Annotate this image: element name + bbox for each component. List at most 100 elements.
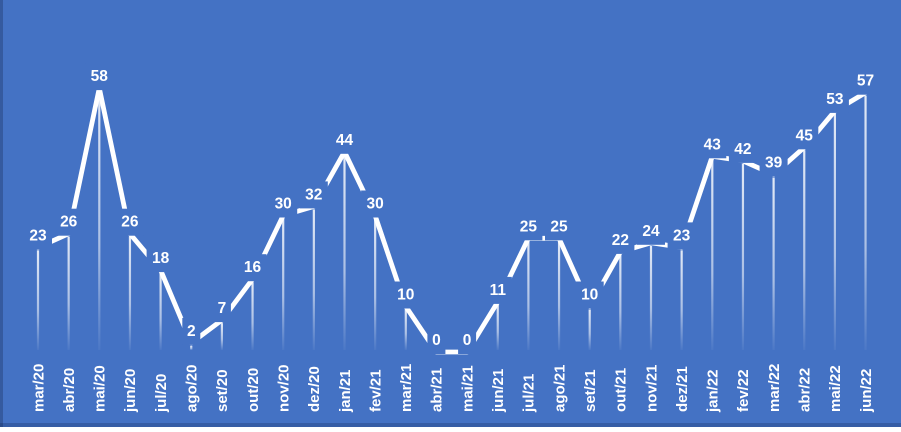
data-label-mask <box>514 213 543 241</box>
x-axis-label: mai/21 <box>459 365 476 412</box>
data-label: 57 <box>857 73 874 90</box>
drop-line <box>98 91 101 350</box>
data-label-mask <box>85 63 114 91</box>
x-axis-label: jan/22 <box>705 369 722 413</box>
x-axis-label: mai/20 <box>92 365 109 412</box>
data-label: 45 <box>796 127 814 144</box>
drop-line <box>588 309 591 350</box>
drop-line <box>36 250 40 350</box>
data-label: 44 <box>336 132 354 149</box>
drop-line <box>803 150 806 350</box>
data-label-mask <box>115 208 144 236</box>
x-axis-label: abr/20 <box>61 368 78 412</box>
drop-line <box>251 282 254 350</box>
x-axis-label: jun/22 <box>858 369 875 413</box>
drop-line <box>343 154 346 350</box>
drop-line <box>711 159 714 350</box>
data-label-mask <box>606 226 635 254</box>
data-label: 42 <box>734 141 751 158</box>
drop-line <box>312 209 315 350</box>
x-axis-label: nov/20 <box>275 364 292 412</box>
data-label-mask <box>759 149 788 177</box>
data-label: 2 <box>187 323 196 340</box>
data-label-mask <box>24 222 52 250</box>
x-axis-label: mar/22 <box>766 364 783 412</box>
drop-line <box>557 241 561 350</box>
data-label-mask <box>458 327 477 354</box>
data-label: 7 <box>218 300 227 317</box>
x-axis-label: fev/21 <box>367 369 384 412</box>
x-axis-label: mai/22 <box>827 365 844 412</box>
x-axis-label: out/20 <box>245 368 262 412</box>
drop-line <box>128 236 132 350</box>
data-label-mask <box>545 213 573 241</box>
drop-line <box>282 218 285 350</box>
drop-line <box>404 309 407 350</box>
data-label-mask <box>698 131 727 159</box>
data-label: 11 <box>490 282 507 299</box>
data-label-mask <box>54 208 83 236</box>
x-axis-label: ago/20 <box>184 364 201 412</box>
data-label: 23 <box>29 227 47 244</box>
data-label: 0 <box>463 332 472 349</box>
x-axis-label: out/21 <box>613 368 630 412</box>
data-label-mask <box>212 295 231 323</box>
drop-line <box>159 273 162 350</box>
drop-line <box>67 236 70 350</box>
data-label-mask <box>728 135 757 163</box>
data-label: 10 <box>581 287 598 304</box>
data-label-mask <box>146 245 175 273</box>
data-label: 26 <box>60 214 78 231</box>
data-label-mask <box>667 222 696 250</box>
data-label: 39 <box>765 155 783 172</box>
x-axis-label: set/20 <box>214 369 231 412</box>
data-label: 26 <box>121 214 139 231</box>
data-label-mask <box>790 122 819 150</box>
x-axis-label: jul/21 <box>521 374 538 413</box>
data-label: 32 <box>305 186 322 203</box>
x-axis-label: abr/21 <box>429 368 446 412</box>
x-axis-label: mar/20 <box>30 364 47 412</box>
x-axis-label: jul/20 <box>153 374 170 413</box>
data-label-mask <box>299 181 328 209</box>
data-label: 10 <box>397 287 414 304</box>
data-label-mask <box>851 67 880 95</box>
drop-line <box>220 323 223 350</box>
data-label: 18 <box>152 250 170 267</box>
data-label-mask <box>820 85 849 113</box>
series-line <box>35 85 868 355</box>
drop-line <box>374 218 377 350</box>
data-label-mask <box>391 281 420 309</box>
drop-line <box>496 304 499 350</box>
data-label-mask <box>427 327 446 354</box>
x-axis-label: ago/21 <box>551 364 568 412</box>
drop-line <box>741 163 745 350</box>
data-label-mask <box>238 254 267 282</box>
data-label: 24 <box>642 223 660 240</box>
data-label: 30 <box>275 196 292 213</box>
drop-line <box>649 245 653 350</box>
data-label: 58 <box>91 68 109 85</box>
drop-line <box>772 177 775 350</box>
data-label: 0 <box>432 332 441 349</box>
data-label: 43 <box>704 136 722 153</box>
data-label: 23 <box>673 227 691 244</box>
data-label: 30 <box>366 196 383 213</box>
x-axis-label: mar/21 <box>398 364 415 412</box>
data-label-mask <box>575 281 604 309</box>
drop-line <box>527 241 530 350</box>
x-axis-label: abr/22 <box>797 368 814 412</box>
x-axis-label: jan/21 <box>337 369 354 413</box>
x-axis-label: nov/21 <box>643 364 660 412</box>
x-axis-label: jun/21 <box>490 369 507 413</box>
x-axis-label: set/21 <box>582 369 599 412</box>
data-label-mask <box>182 317 201 345</box>
data-label: 22 <box>612 232 629 249</box>
drop-line <box>864 95 867 351</box>
x-axis-label: fev/22 <box>735 369 752 412</box>
x-axis-label: dez/21 <box>674 366 691 412</box>
data-label: 25 <box>520 218 538 235</box>
data-label-mask <box>330 126 359 154</box>
